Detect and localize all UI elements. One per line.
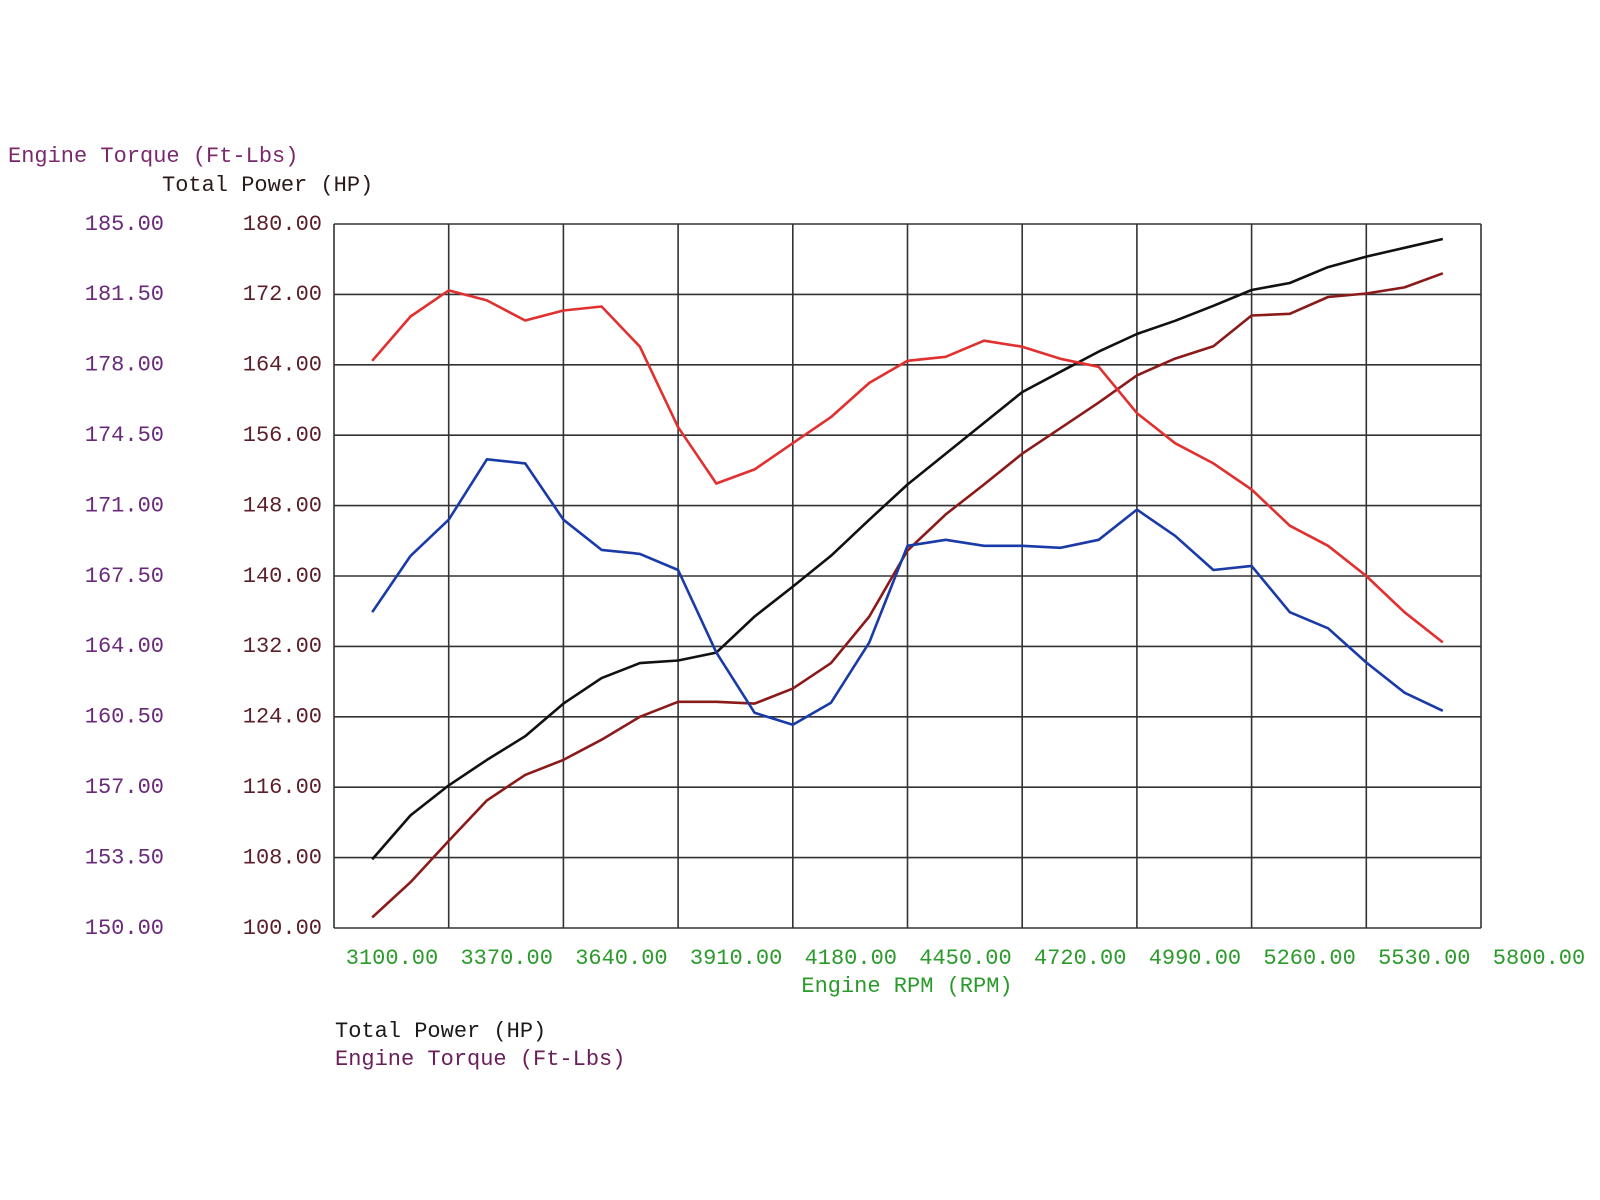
y-tick-label: 156.00 <box>243 423 322 448</box>
y-tick-label: 140.00 <box>243 564 322 589</box>
x-tick-label: 4990.00 <box>1149 946 1241 971</box>
y2-tick-label: 167.50 <box>85 564 164 589</box>
y-tick-label: 148.00 <box>243 493 322 518</box>
y2-tick-label: 160.50 <box>85 705 164 730</box>
x-tick-label: 4180.00 <box>805 946 897 971</box>
y-tick-label: 172.00 <box>243 282 322 307</box>
y2-tick-label: 178.00 <box>85 353 164 378</box>
x-tick-label: 5260.00 <box>1263 946 1355 971</box>
x-tick-label: 3910.00 <box>690 946 782 971</box>
series-line <box>371 237 1444 861</box>
y2-tick-label: 185.00 <box>85 212 164 237</box>
y2-axis-title: Engine Torque (Ft-Lbs) <box>8 144 298 169</box>
x-tick-label: 5530.00 <box>1378 946 1470 971</box>
x-tick-label: 4450.00 <box>919 946 1011 971</box>
y-tick-label: 116.00 <box>243 775 322 800</box>
x-axis-title: Engine RPM (RPM) <box>801 974 1012 999</box>
x-tick-label: 5800.00 <box>1493 946 1585 971</box>
series-line <box>371 272 1444 919</box>
y-tick-label: 180.00 <box>243 212 322 237</box>
x-tick-label: 4720.00 <box>1034 946 1126 971</box>
y-tick-label: 164.00 <box>243 353 322 378</box>
y2-tick-label: 150.00 <box>85 916 164 941</box>
y2-tick-label: 153.50 <box>85 845 164 870</box>
y2-tick-label: 171.00 <box>85 493 164 518</box>
y-tick-label: 108.00 <box>243 845 322 870</box>
x-tick-label: 3370.00 <box>460 946 552 971</box>
y2-tick-label: 181.50 <box>85 282 164 307</box>
y-tick-label: 124.00 <box>243 705 322 730</box>
series-line <box>371 458 1444 727</box>
y2-tick-label: 157.00 <box>85 775 164 800</box>
y-axis-title: Total Power (HP) <box>162 173 373 198</box>
y2-tick-label: 174.50 <box>85 423 164 448</box>
x-tick-label: 3100.00 <box>346 946 438 971</box>
y-tick-label: 100.00 <box>243 916 322 941</box>
legend-label: Engine Torque (Ft-Lbs) <box>335 1047 625 1072</box>
series-line <box>371 289 1444 644</box>
x-tick-label: 3640.00 <box>575 946 667 971</box>
y2-tick-label: 164.00 <box>85 634 164 659</box>
legend-label: Total Power (HP) <box>335 1019 546 1044</box>
y-tick-label: 132.00 <box>243 634 322 659</box>
